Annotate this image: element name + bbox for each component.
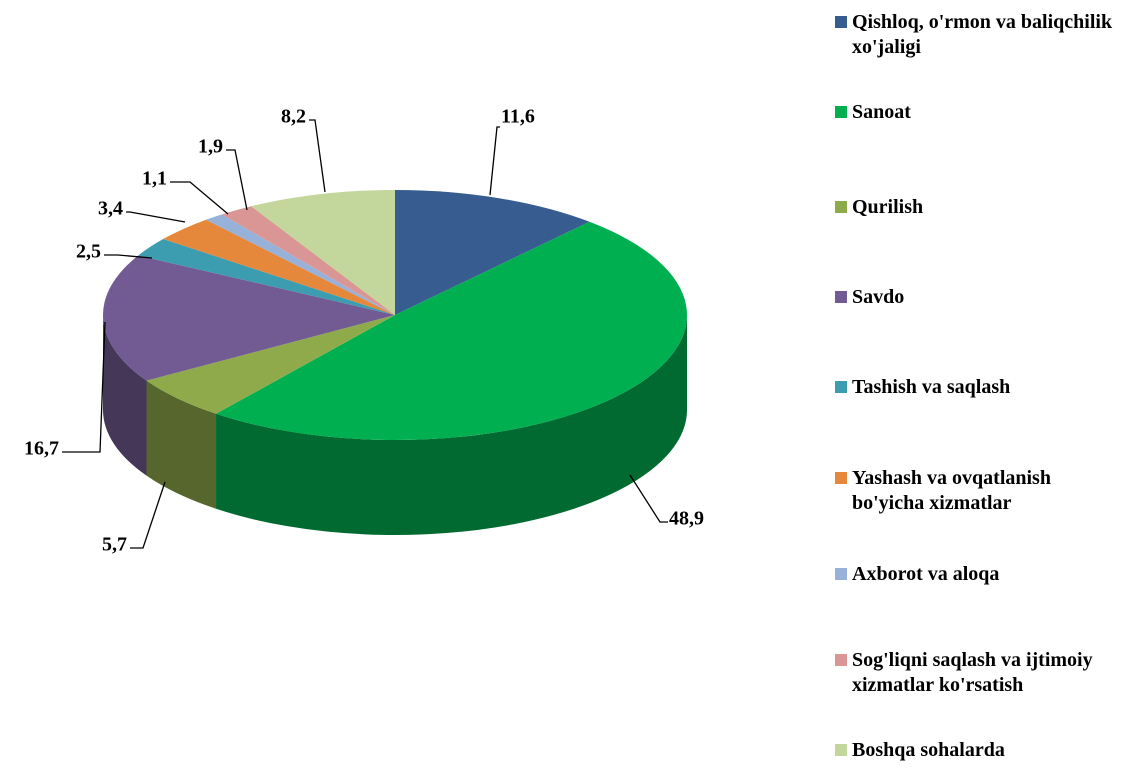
slice	[146, 315, 395, 414]
legend-swatch	[835, 568, 847, 580]
legend-item: Yashash va ovqatlanish bo'yicha xizmatla…	[835, 466, 1125, 516]
legend-swatch	[835, 654, 847, 666]
legend-item: Boshqa sohalarda	[835, 738, 1125, 763]
slice	[102, 255, 395, 381]
legend-swatch	[835, 744, 847, 756]
slice	[251, 190, 395, 315]
slice-side	[103, 315, 147, 476]
slice	[206, 214, 395, 315]
leader-line	[170, 181, 229, 215]
legend-label: Qurilish	[852, 196, 924, 218]
legend-label: Savdo	[852, 286, 905, 308]
legend-item: Qurilish	[835, 195, 1125, 220]
leader-line	[226, 149, 248, 211]
slice-side	[216, 315, 688, 536]
leader-line	[309, 119, 326, 193]
legend-label: Axborot va aloqa	[852, 563, 1000, 585]
legend-swatch	[835, 472, 847, 484]
slice	[221, 206, 395, 315]
chart: 11,6 48,9 5,7 16,7 2,5 3,4 1,1 1,9 8,2	[24, 106, 704, 556]
legend-label: Qishloq, o'rmon va baliqchilik xo'jaligi	[852, 11, 1113, 58]
legend-swatch	[835, 106, 847, 118]
legend-swatch	[835, 291, 847, 303]
leader-line	[62, 321, 106, 453]
slice	[216, 221, 688, 441]
data-label: 5,7	[102, 534, 127, 556]
data-label: 1,1	[142, 168, 167, 190]
legend-item: Qishloq, o'rmon va baliqchilik xo'jaligi	[835, 10, 1125, 60]
slice	[163, 219, 395, 315]
data-label: 8,2	[281, 106, 306, 128]
legend-label: Sog'liqni saqlash va ijtimoiy xizmatlar …	[852, 649, 1093, 696]
legend-label: Tashish va saqlash	[852, 376, 1011, 398]
data-label: 11,6	[501, 106, 535, 128]
legend-swatch	[835, 201, 847, 213]
leader-line	[629, 474, 668, 523]
legend-item: Axborot va aloqa	[835, 562, 1125, 587]
leader-line	[126, 211, 186, 223]
legend-swatch	[835, 16, 847, 28]
slice	[395, 190, 590, 315]
legend-item: Sanoat	[835, 100, 1125, 125]
data-label: 48,9	[669, 508, 704, 530]
data-label: 3,4	[98, 198, 123, 220]
leader-line	[104, 254, 153, 259]
data-label: 1,9	[198, 136, 223, 158]
legend-label: Boshqa sohalarda	[852, 739, 1005, 761]
legend-item: Savdo	[835, 285, 1125, 310]
slice-side	[146, 380, 217, 509]
legend-label: Sanoat	[852, 101, 911, 123]
data-label: 16,7	[24, 438, 59, 460]
slice	[138, 239, 396, 315]
legend-swatch	[835, 381, 847, 393]
legend-item: Tashish va saqlash	[835, 375, 1125, 400]
leader-line	[489, 126, 500, 196]
legend-item: Sog'liqni saqlash va ijtimoiy xizmatlar …	[835, 648, 1125, 698]
data-label: 2,5	[76, 241, 101, 263]
legend-label: Yashash va ovqatlanish bo'yicha xizmatla…	[852, 467, 1051, 514]
leader-line	[130, 481, 166, 549]
